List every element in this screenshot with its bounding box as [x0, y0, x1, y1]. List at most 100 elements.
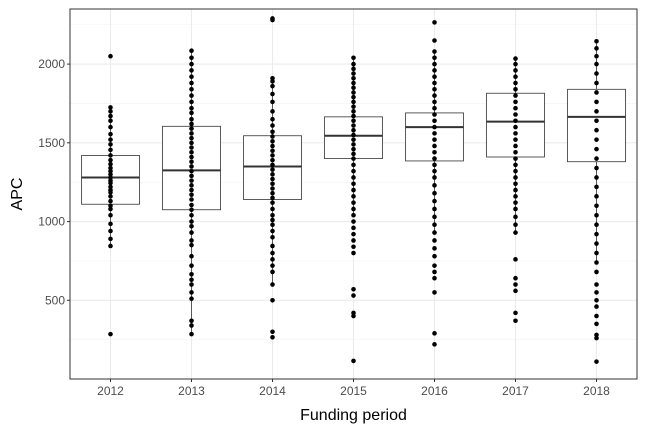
data-point — [108, 113, 113, 119]
data-point — [189, 93, 194, 98]
data-point — [351, 118, 356, 124]
data-point — [513, 80, 518, 86]
data-point — [351, 162, 356, 168]
data-point — [189, 323, 194, 328]
data-point — [513, 143, 518, 149]
data-point — [270, 195, 275, 201]
data-point — [189, 202, 194, 208]
data-point — [270, 83, 275, 89]
data-point — [189, 68, 194, 73]
data-point — [270, 212, 275, 218]
data-point — [189, 242, 194, 248]
data-point — [432, 175, 437, 180]
data-point — [108, 137, 113, 142]
data-point — [594, 80, 599, 86]
data-point — [351, 231, 356, 237]
x-tick-label: 2014 — [259, 384, 286, 398]
data-point — [432, 143, 437, 149]
data-point — [594, 297, 599, 303]
data-point — [594, 184, 599, 190]
data-point — [351, 187, 356, 193]
data-point — [189, 183, 194, 188]
data-point — [270, 162, 275, 168]
data-point — [351, 293, 356, 298]
data-point — [513, 61, 518, 67]
data-point — [189, 110, 194, 116]
data-point — [432, 222, 437, 228]
data-point — [432, 149, 437, 155]
data-point — [432, 275, 437, 281]
data-point — [513, 288, 518, 294]
y-tick-label: 1000 — [38, 215, 65, 229]
data-point — [270, 75, 275, 81]
data-point — [594, 137, 599, 142]
data-point — [351, 225, 356, 231]
data-point — [189, 105, 194, 111]
data-point — [189, 197, 194, 202]
data-point — [513, 149, 518, 155]
data-point — [351, 123, 356, 128]
data-point — [189, 154, 194, 160]
data-point — [432, 246, 437, 251]
data-point — [189, 159, 194, 165]
data-point — [270, 206, 275, 212]
data-point — [189, 74, 194, 80]
data-point — [270, 186, 275, 191]
data-point — [513, 105, 518, 111]
data-point — [270, 234, 275, 240]
data-point — [108, 172, 113, 177]
data-point — [513, 222, 518, 228]
data-point — [108, 187, 113, 193]
data-point — [351, 313, 356, 319]
data-point — [351, 127, 356, 133]
data-point — [594, 38, 599, 44]
data-point — [108, 206, 113, 212]
data-point — [108, 228, 113, 234]
data-point — [594, 359, 599, 364]
data-point — [594, 269, 599, 275]
data-point — [513, 99, 518, 105]
x-tick-label: 2015 — [340, 384, 367, 398]
data-point — [432, 290, 437, 295]
data-point — [432, 38, 437, 43]
data-point — [189, 86, 194, 92]
data-point — [351, 194, 356, 199]
data-point — [270, 123, 275, 128]
data-point — [108, 147, 113, 153]
data-point — [351, 132, 356, 138]
data-point — [513, 68, 518, 73]
data-point — [513, 112, 518, 117]
data-point — [189, 126, 194, 131]
data-point — [270, 217, 275, 223]
data-point — [594, 222, 599, 228]
data-point — [351, 109, 356, 114]
data-point — [594, 71, 599, 76]
data-point — [108, 221, 113, 227]
data-point — [270, 181, 275, 187]
data-point — [270, 148, 275, 154]
data-point — [432, 238, 437, 243]
data-point — [189, 331, 194, 337]
data-point — [189, 164, 194, 169]
data-point — [189, 253, 194, 259]
data-point — [513, 124, 518, 130]
data-point — [108, 157, 113, 163]
data-point — [108, 184, 113, 190]
data-point — [351, 113, 356, 119]
data-point — [270, 263, 275, 268]
data-point — [594, 127, 599, 133]
data-point — [189, 121, 194, 127]
data-point — [594, 321, 599, 327]
data-point — [432, 331, 437, 336]
data-point — [351, 358, 356, 364]
data-point — [513, 187, 518, 193]
y-axis: 500 1000 1500 2000 — [38, 57, 70, 307]
data-point — [432, 20, 437, 25]
data-point — [432, 124, 437, 130]
data-point — [513, 162, 518, 168]
data-point — [432, 137, 437, 142]
data-point — [108, 194, 113, 199]
data-point — [594, 146, 599, 152]
data-point — [432, 206, 437, 212]
data-point — [351, 212, 356, 218]
